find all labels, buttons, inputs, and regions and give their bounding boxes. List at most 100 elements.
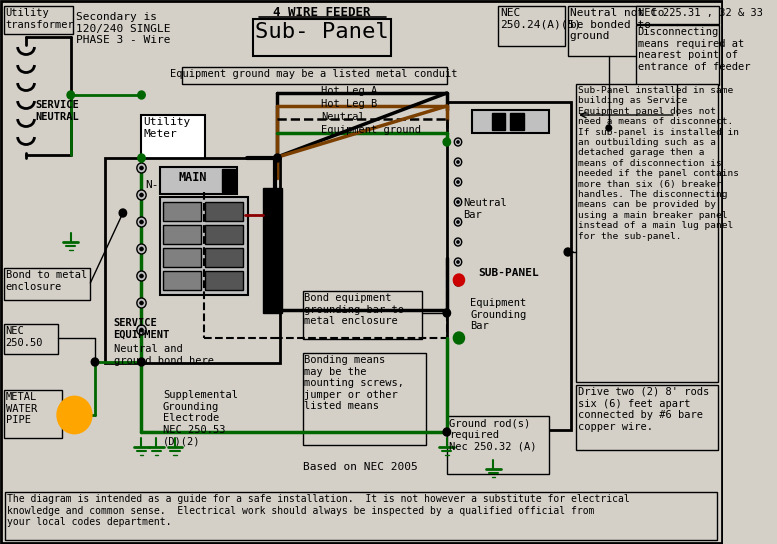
Circle shape bbox=[140, 274, 144, 278]
Circle shape bbox=[140, 193, 144, 197]
FancyBboxPatch shape bbox=[205, 202, 243, 221]
Circle shape bbox=[453, 332, 465, 344]
FancyBboxPatch shape bbox=[263, 188, 282, 313]
Text: Utility
transformer: Utility transformer bbox=[5, 8, 75, 29]
Text: Bond to metal
enclosure: Bond to metal enclosure bbox=[5, 270, 87, 292]
Circle shape bbox=[453, 274, 465, 286]
Circle shape bbox=[119, 209, 127, 217]
FancyBboxPatch shape bbox=[4, 268, 90, 300]
FancyBboxPatch shape bbox=[160, 167, 238, 194]
FancyBboxPatch shape bbox=[447, 416, 549, 474]
Text: NEC
250.24(A)(5): NEC 250.24(A)(5) bbox=[500, 8, 581, 29]
Circle shape bbox=[457, 281, 459, 283]
FancyBboxPatch shape bbox=[105, 158, 280, 363]
Text: Bonding means
may be the
mounting screws,
jumper or other
listed means: Bonding means may be the mounting screws… bbox=[305, 355, 404, 411]
FancyBboxPatch shape bbox=[636, 25, 719, 85]
FancyBboxPatch shape bbox=[577, 385, 718, 450]
Circle shape bbox=[457, 201, 459, 203]
Text: Supplemental
Grounding
Electrode
NEC 250.53
(D)(2): Supplemental Grounding Electrode NEC 250… bbox=[163, 390, 238, 447]
Text: Neutral: Neutral bbox=[321, 112, 365, 122]
FancyBboxPatch shape bbox=[221, 169, 235, 192]
Text: Equipment
Grounding
Bar: Equipment Grounding Bar bbox=[470, 298, 526, 331]
FancyBboxPatch shape bbox=[205, 271, 243, 290]
FancyBboxPatch shape bbox=[163, 248, 201, 267]
Circle shape bbox=[137, 163, 146, 173]
Text: Sub- Panel: Sub- Panel bbox=[255, 22, 389, 42]
Circle shape bbox=[138, 358, 145, 366]
Text: Secondary is
120/240 SINGLE
PHASE 3 - Wire: Secondary is 120/240 SINGLE PHASE 3 - Wi… bbox=[76, 12, 171, 45]
Circle shape bbox=[137, 190, 146, 200]
Circle shape bbox=[274, 154, 281, 162]
Circle shape bbox=[455, 138, 462, 146]
Circle shape bbox=[443, 428, 451, 436]
Text: 4 WIRE FEEDER: 4 WIRE FEEDER bbox=[274, 6, 371, 19]
FancyBboxPatch shape bbox=[510, 113, 524, 130]
Text: Drive two (2) 8' rods
six (6) feet apart
connected by #6 bare
copper wire.: Drive two (2) 8' rods six (6) feet apart… bbox=[578, 387, 709, 432]
Circle shape bbox=[455, 158, 462, 166]
FancyBboxPatch shape bbox=[5, 492, 717, 540]
Text: NEC
250.50: NEC 250.50 bbox=[5, 326, 43, 348]
Circle shape bbox=[137, 298, 146, 308]
Circle shape bbox=[455, 238, 462, 246]
Circle shape bbox=[138, 154, 145, 162]
FancyBboxPatch shape bbox=[302, 353, 427, 445]
Circle shape bbox=[140, 220, 144, 224]
Text: Ground rod(s)
required
Nec 250.32 (A): Ground rod(s) required Nec 250.32 (A) bbox=[448, 418, 536, 451]
Circle shape bbox=[455, 278, 462, 286]
Text: Bond equipment
grounding bar to
metal enclosure: Bond equipment grounding bar to metal en… bbox=[305, 293, 404, 326]
Text: Sub-Panel installed in same
building as Service
Equipment panel does not
need a : Sub-Panel installed in same building as … bbox=[578, 86, 739, 240]
FancyBboxPatch shape bbox=[253, 19, 391, 56]
Circle shape bbox=[138, 91, 145, 99]
Text: METAL
WATER
PIPE: METAL WATER PIPE bbox=[5, 392, 37, 425]
Text: Utility
Meter: Utility Meter bbox=[144, 117, 190, 139]
Text: Disconnecting
means required at
nearest point of
entrance of feeder: Disconnecting means required at nearest … bbox=[638, 27, 750, 72]
Text: N-: N- bbox=[145, 180, 159, 190]
Circle shape bbox=[140, 247, 144, 251]
Circle shape bbox=[457, 261, 459, 263]
Circle shape bbox=[457, 160, 459, 164]
Circle shape bbox=[137, 325, 146, 335]
Circle shape bbox=[457, 220, 459, 224]
Circle shape bbox=[457, 240, 459, 244]
Circle shape bbox=[137, 217, 146, 227]
FancyBboxPatch shape bbox=[163, 202, 201, 221]
Text: Neutral
Bar: Neutral Bar bbox=[464, 198, 507, 220]
Circle shape bbox=[455, 178, 462, 186]
Text: MAIN: MAIN bbox=[179, 171, 207, 184]
Text: Equipment ground: Equipment ground bbox=[321, 125, 421, 135]
Circle shape bbox=[140, 328, 144, 332]
FancyBboxPatch shape bbox=[302, 291, 422, 339]
Circle shape bbox=[564, 248, 572, 256]
Text: SUB-PANEL: SUB-PANEL bbox=[478, 268, 538, 278]
FancyBboxPatch shape bbox=[568, 6, 650, 56]
FancyBboxPatch shape bbox=[160, 197, 248, 295]
Circle shape bbox=[137, 271, 146, 281]
Circle shape bbox=[443, 309, 451, 317]
FancyBboxPatch shape bbox=[636, 6, 719, 24]
FancyBboxPatch shape bbox=[163, 225, 201, 244]
Text: The diagram is intended as a guide for a safe installation.  It is not however a: The diagram is intended as a guide for a… bbox=[8, 494, 630, 527]
FancyBboxPatch shape bbox=[577, 84, 718, 382]
Circle shape bbox=[606, 125, 611, 131]
Circle shape bbox=[455, 198, 462, 206]
Text: Equipment ground may be a listed metal conduit: Equipment ground may be a listed metal c… bbox=[170, 69, 458, 79]
FancyBboxPatch shape bbox=[498, 6, 565, 46]
Text: Neutral not to
be bonded to
ground: Neutral not to be bonded to ground bbox=[570, 8, 664, 41]
FancyBboxPatch shape bbox=[141, 115, 205, 163]
FancyBboxPatch shape bbox=[4, 390, 62, 438]
FancyBboxPatch shape bbox=[447, 102, 570, 430]
FancyBboxPatch shape bbox=[492, 113, 506, 130]
Text: SERVICE
EQUIPMENT: SERVICE EQUIPMENT bbox=[113, 318, 170, 339]
Circle shape bbox=[140, 301, 144, 305]
Circle shape bbox=[455, 218, 462, 226]
Circle shape bbox=[457, 140, 459, 144]
FancyBboxPatch shape bbox=[182, 67, 447, 84]
FancyBboxPatch shape bbox=[205, 248, 243, 267]
FancyBboxPatch shape bbox=[205, 225, 243, 244]
FancyBboxPatch shape bbox=[4, 324, 57, 354]
Text: Hot Leg A: Hot Leg A bbox=[321, 86, 378, 96]
Text: Hot Leg B: Hot Leg B bbox=[321, 99, 378, 109]
FancyBboxPatch shape bbox=[472, 110, 549, 133]
Text: Neutral and
ground bond here: Neutral and ground bond here bbox=[113, 344, 214, 366]
FancyBboxPatch shape bbox=[1, 1, 723, 543]
